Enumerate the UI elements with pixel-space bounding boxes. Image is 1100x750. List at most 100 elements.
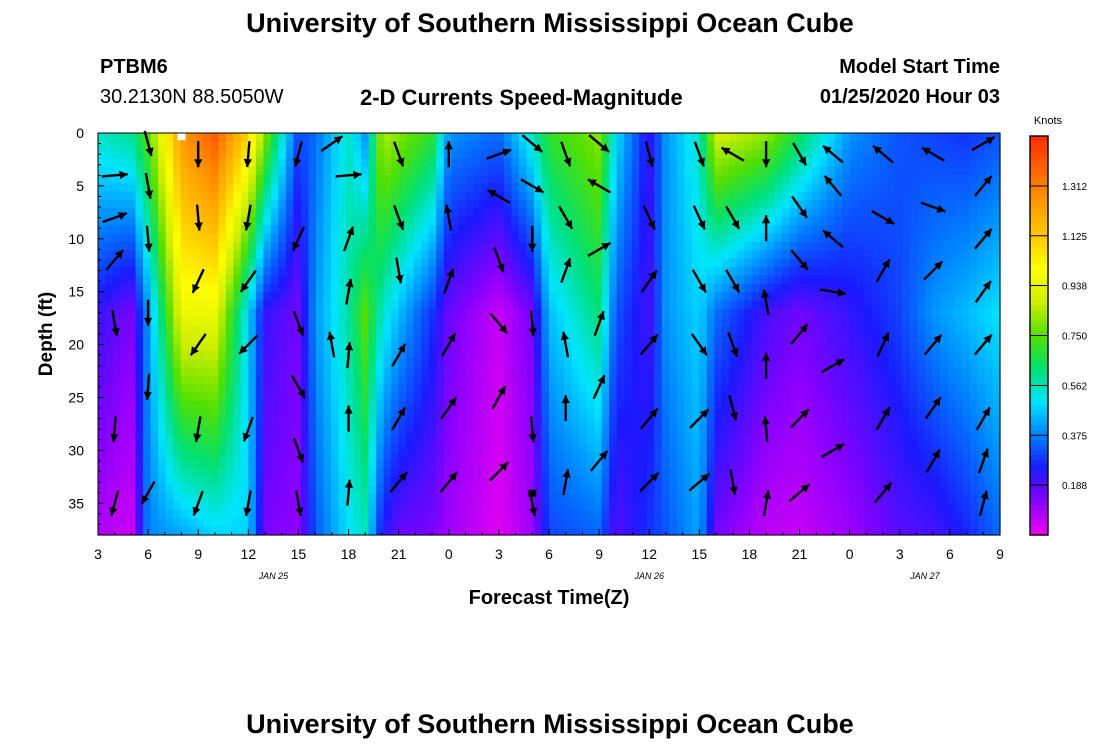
- heat-cell: [225, 325, 234, 335]
- heat-cell: [278, 267, 287, 276]
- heat-cell: [857, 401, 866, 410]
- heat-cell: [699, 208, 708, 218]
- heat-cell: [872, 417, 881, 427]
- heat-cell: [586, 409, 595, 419]
- heat-cell: [849, 493, 858, 503]
- heat-cell: [827, 166, 836, 176]
- heat-cell: [143, 426, 152, 436]
- heat-cell: [684, 275, 693, 285]
- heat-cell: [736, 141, 746, 151]
- heat-cell: [579, 342, 588, 352]
- heat-cell: [706, 375, 715, 385]
- heat-cell: [669, 509, 678, 519]
- heat-cell: [263, 183, 272, 193]
- heat-cell: [361, 350, 370, 360]
- heat-cell: [120, 216, 129, 226]
- heat-cell: [631, 350, 640, 360]
- heat-cell: [158, 442, 167, 452]
- heat-cell: [293, 384, 302, 394]
- heat-cell: [308, 325, 317, 335]
- heat-cell: [488, 384, 497, 394]
- heat-cell: [428, 417, 437, 427]
- heat-cell: [827, 149, 836, 159]
- heat-cell: [255, 216, 264, 226]
- heat-cell: [353, 334, 362, 343]
- heat-cell: [601, 434, 610, 444]
- heat-cell: [331, 409, 340, 419]
- heat-cell: [361, 174, 370, 184]
- heat-cell: [616, 392, 625, 402]
- heat-cell: [639, 216, 648, 226]
- heat-cell: [631, 476, 640, 486]
- heat-cell: [804, 468, 813, 477]
- heat-cell: [872, 401, 881, 410]
- heat-cell: [398, 283, 407, 293]
- heat-cell: [128, 509, 137, 519]
- heat-cell: [173, 359, 182, 369]
- heat-cell: [691, 149, 700, 159]
- heat-cell: [571, 258, 580, 268]
- heat-cell: [315, 459, 325, 469]
- heat-cell: [842, 250, 851, 260]
- heat-cell: [158, 233, 167, 243]
- heat-cell: [699, 359, 708, 369]
- heat-cell: [105, 451, 114, 461]
- heat-cell: [782, 250, 791, 260]
- heat-cell: [789, 401, 798, 410]
- heat-cell: [240, 367, 249, 377]
- heat-cell: [285, 325, 295, 335]
- heat-cell: [759, 241, 768, 251]
- heat-cell: [263, 401, 272, 410]
- heat-cell: [458, 183, 467, 193]
- heat-cell: [225, 367, 234, 377]
- heat-cell: [443, 468, 452, 477]
- heat-cell: [105, 267, 114, 276]
- heat-cell: [744, 216, 753, 226]
- heat-cell: [526, 526, 535, 536]
- heat-cell: [684, 166, 693, 176]
- heat-cell: [128, 308, 137, 318]
- heat-cell: [631, 509, 640, 519]
- heat-cell: [338, 258, 347, 268]
- heat-cell: [579, 267, 588, 276]
- heat-cell: [248, 451, 257, 461]
- heat-cell: [616, 191, 625, 201]
- heat-cell: [346, 459, 355, 469]
- heat-cell: [165, 493, 174, 503]
- heat-cell: [789, 216, 798, 226]
- heat-cell: [571, 359, 580, 369]
- heat-cell: [143, 149, 152, 159]
- heat-cell: [210, 359, 219, 369]
- heat-cell: [857, 292, 866, 302]
- heat-cell: [98, 384, 107, 394]
- heat-cell: [315, 200, 325, 209]
- heat-cell: [601, 292, 610, 302]
- heat-cell: [616, 317, 625, 327]
- heat-cell: [285, 442, 295, 452]
- heat-cell: [774, 141, 783, 151]
- heat-cell: [646, 325, 655, 335]
- heat-cell: [804, 426, 813, 436]
- heat-cell: [285, 292, 295, 302]
- heat-cell: [98, 350, 107, 360]
- heat-cell: [158, 166, 167, 176]
- heat-cell: [120, 476, 129, 486]
- heat-cell: [533, 417, 543, 427]
- heat-cell: [135, 241, 144, 251]
- heat-cell: [443, 200, 452, 209]
- heat-cell: [98, 442, 107, 452]
- heat-cell: [240, 300, 249, 310]
- heat-cell: [699, 350, 708, 360]
- heat-cell: [233, 317, 242, 327]
- heat-cell: [789, 459, 798, 469]
- heat-cell: [443, 216, 452, 226]
- heat-cell: [774, 409, 783, 419]
- heat-cell: [518, 384, 528, 394]
- heat-cell: [849, 401, 858, 410]
- heat-cell: [842, 241, 851, 251]
- heat-cell: [616, 501, 625, 511]
- heat-cell: [383, 317, 392, 327]
- heat-cell: [691, 442, 700, 452]
- heat-cell: [744, 493, 753, 503]
- heat-cell: [436, 300, 445, 310]
